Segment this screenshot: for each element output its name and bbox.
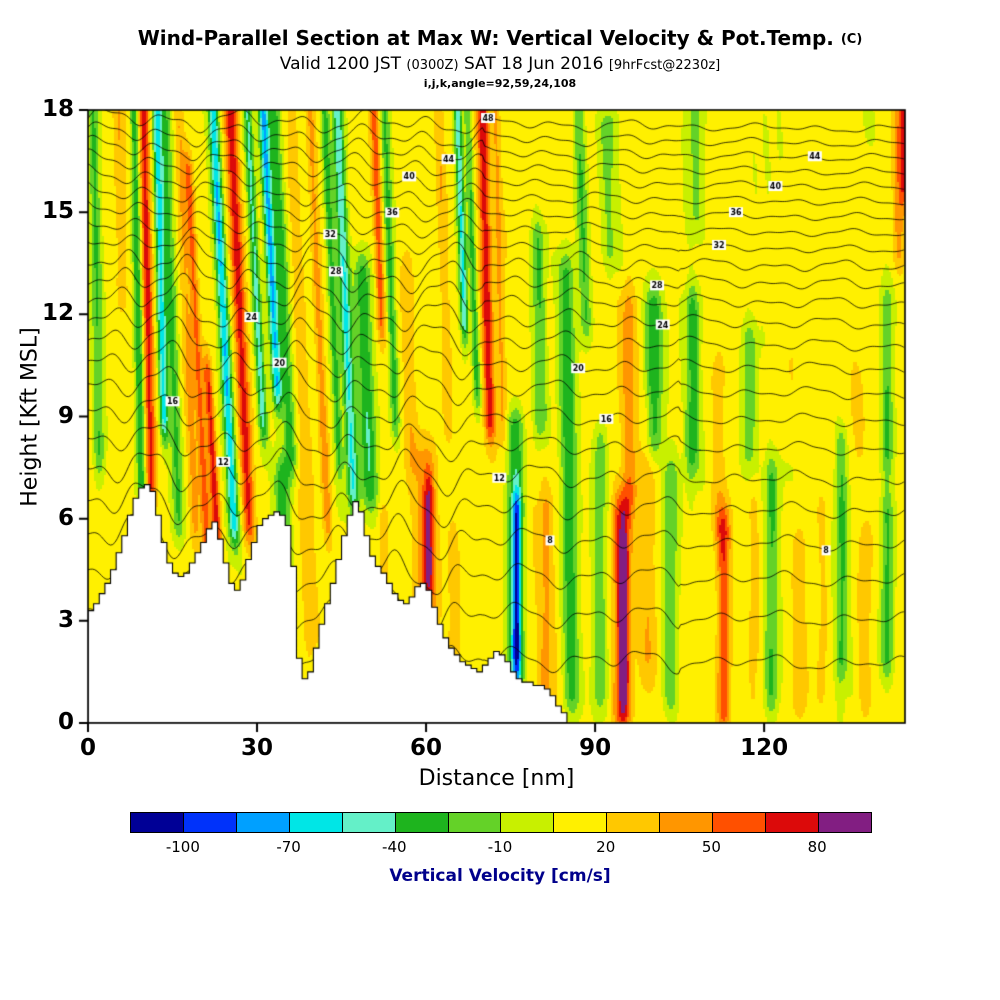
colorbar-segment bbox=[818, 813, 871, 832]
colorbar bbox=[130, 812, 872, 833]
x-tick-label: 60 bbox=[410, 735, 443, 761]
y-tick-label: 15 bbox=[41, 198, 74, 225]
colorbar-segment bbox=[342, 813, 396, 832]
colorbar-segment bbox=[183, 813, 237, 832]
colorbar-tick-label: 80 bbox=[807, 838, 827, 856]
y-tick-label: 18 bbox=[41, 96, 74, 122]
y-tick-label: 0 bbox=[57, 709, 74, 735]
x-tick-label: 30 bbox=[241, 735, 274, 761]
y-tick-label: 9 bbox=[57, 402, 74, 429]
colorbar-segment bbox=[713, 813, 767, 832]
y-tick-label: 6 bbox=[57, 504, 74, 531]
colorbar-segment bbox=[501, 813, 555, 832]
colorbar-segment bbox=[554, 813, 608, 832]
chart-title-main: Wind-Parallel Section at Max W: Vertical… bbox=[137, 26, 834, 50]
x-tick-label: 120 bbox=[740, 735, 789, 761]
colorbar-segment bbox=[607, 813, 661, 832]
colorbar-tick-label: -10 bbox=[487, 838, 513, 856]
chart-title-units: (C) bbox=[840, 32, 863, 47]
y-axis-label: Height [Kft MSL] bbox=[17, 327, 43, 507]
x-tick-label: 0 bbox=[79, 735, 97, 761]
colorbar-tick-label: -100 bbox=[165, 838, 200, 856]
colorbar-segment bbox=[395, 813, 449, 832]
colorbar-segment bbox=[660, 813, 714, 832]
y-tick-label: 3 bbox=[57, 606, 74, 633]
grid-index-annotation: i,j,k,angle=92,59,24,108 bbox=[423, 77, 577, 90]
colorbar-caption: Vertical Velocity [cm/s] bbox=[389, 866, 611, 886]
colorbar-tick-label: 20 bbox=[596, 838, 616, 856]
valid-time-text: Valid 1200 JST bbox=[279, 54, 407, 74]
colorbar-tick-label: 50 bbox=[701, 838, 721, 856]
colorbar-segment bbox=[448, 813, 502, 832]
colorbar-segment bbox=[236, 813, 290, 832]
chart-subtitle: Valid 1200 JST (0300Z) SAT 18 Jun 2016 [… bbox=[0, 54, 1000, 74]
valid-time-utc: (0300Z) bbox=[406, 58, 459, 73]
y-tick-label: 12 bbox=[41, 300, 74, 327]
colorbar-tick-labels: -100 -70 -40 -10 20 50 80 bbox=[130, 838, 870, 856]
colorbar-segment bbox=[766, 813, 819, 832]
colorbar-tick-label: -40 bbox=[382, 838, 407, 856]
colorbar-segment bbox=[289, 813, 343, 832]
forecast-info: [9hrFcst@2230z] bbox=[608, 58, 721, 73]
x-tick-label: 90 bbox=[579, 735, 612, 761]
chart-title: Wind-Parallel Section at Max W: Vertical… bbox=[0, 26, 1000, 50]
x-axis-label: Distance [nm] bbox=[418, 766, 575, 791]
valid-date-text: SAT 18 Jun 2016 bbox=[458, 54, 609, 74]
colorbar-tick-label: -70 bbox=[276, 838, 301, 856]
colorbar-segment bbox=[131, 813, 184, 832]
